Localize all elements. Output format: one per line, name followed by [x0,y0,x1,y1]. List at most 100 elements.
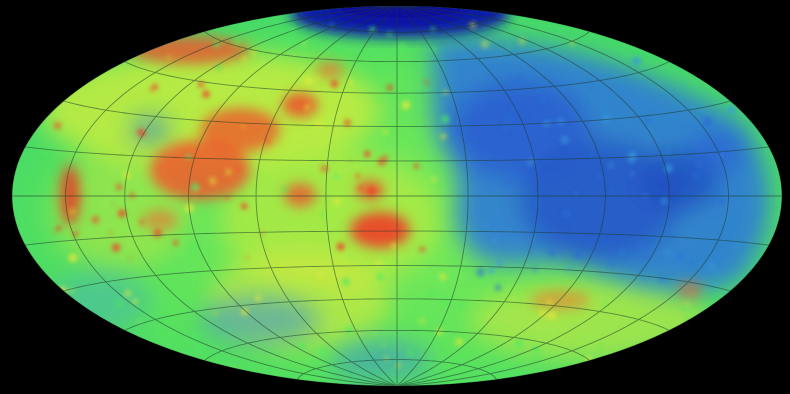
crater-spot [693,172,700,179]
crater-spot [112,203,115,207]
crater-spot [355,174,360,179]
crater-spot [483,222,488,227]
crater-spot [514,339,524,348]
crater-spot [202,90,210,98]
crater-spot [166,55,171,60]
crater-spot [557,118,564,125]
crater-spot [602,113,611,122]
parallel-line [25,230,769,246]
crater-spot [660,197,668,205]
crater-spot [137,128,146,137]
crater-spot [287,36,297,45]
crater-spot [336,242,345,251]
crater-spot [734,243,740,249]
crater-spot [290,367,295,371]
crater-spot [539,309,547,318]
crater-spot [574,250,583,260]
crater-spot [386,84,393,91]
parallel-line [63,100,731,127]
crater-spot [620,79,624,83]
crater-spot [429,292,435,298]
crater-spot [382,344,385,347]
crater-spot [108,231,113,235]
crater-spot [579,335,582,338]
crater-spot [397,42,406,51]
crater-spot [196,189,201,194]
crater-spot [76,196,81,201]
crater-spot [702,117,712,127]
crater-spot [367,186,377,196]
crater-spot [343,119,352,127]
crater-spot [496,260,503,267]
crater-spot [357,184,364,192]
crater-spot [152,83,159,90]
crater-spot [481,40,489,49]
crater-spot [430,176,437,183]
crater-spot [318,348,328,358]
crater-spot [668,90,672,94]
crater-spot [345,326,354,334]
crater-spot [513,77,523,86]
crater-spot [643,254,650,261]
crater-spot [696,161,703,168]
crater-spot [149,87,154,92]
crater-spot [393,272,396,275]
parallel-line [124,61,670,94]
crater-spot [523,114,527,118]
parallel-line [296,359,498,380]
crater-spot [519,38,525,45]
crater-spot [198,81,204,88]
lowland-regions [50,38,770,380]
crater-spot [639,267,643,270]
crater-spot [375,97,380,102]
crater-spot [320,212,325,217]
crater-spot [255,295,262,302]
crater-spot [333,198,341,206]
parallel-line [25,146,769,162]
crater-spot [153,228,162,238]
crater-spot [495,284,502,291]
crater-spot [124,289,132,297]
crater-spot [627,156,635,164]
crater-spot [51,231,55,234]
crater-spot [349,255,352,258]
crater-spot [122,211,127,215]
crater-spot [68,253,77,262]
crater-spot [681,85,685,88]
crater-spot [620,250,624,254]
crater-spot [265,139,271,145]
crater-spot [375,260,382,267]
crater-spot [241,308,249,316]
crater-spot [630,172,634,176]
crater-spot [191,243,197,250]
crater-spot [304,76,313,85]
crater-spot [348,79,354,85]
crater-spot [677,252,686,261]
crater-spot [540,98,545,103]
crater-spot [114,299,123,308]
crater-spot [659,276,666,282]
crater-spot [208,177,217,185]
crater-spot [115,183,123,191]
crater-spot [242,56,247,62]
crater-spot [552,135,555,139]
crater-spot [491,239,497,244]
crater-spot [233,36,242,45]
crater-spot [323,332,328,337]
crater-spot [225,72,229,76]
crater-spot [707,263,715,271]
crater-spot [610,240,613,243]
crater-spot [377,188,381,192]
crater-spot [224,194,230,200]
crater-spot [665,250,670,255]
crater-spot [297,342,306,351]
crater-spot [457,302,464,309]
crater-spot [69,208,76,215]
crater-spot [562,209,571,218]
crater-spot [383,129,388,134]
crater-spot [401,101,410,110]
crater-spot [682,183,685,186]
crater-spot [395,362,401,368]
crater-spot [665,150,670,154]
